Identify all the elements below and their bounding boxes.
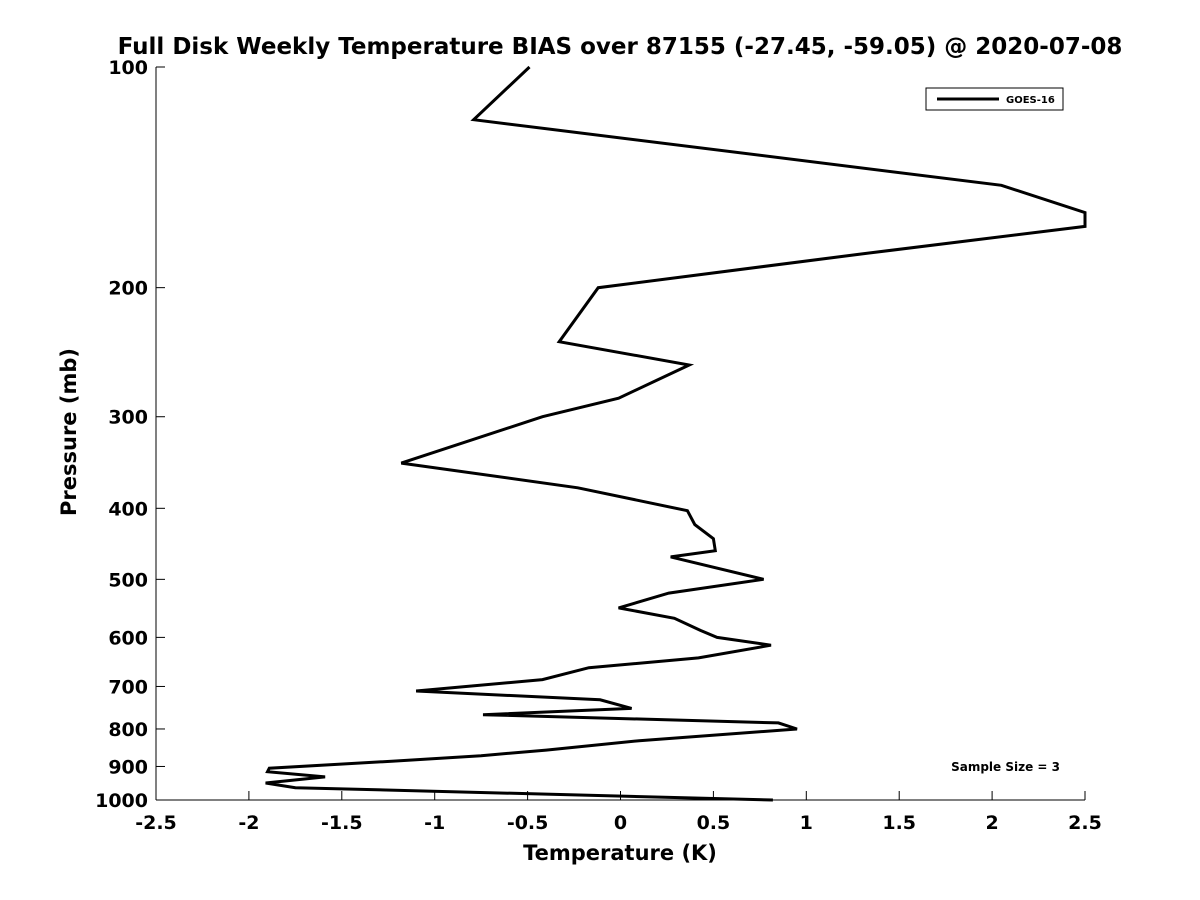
series-line-goes-16	[265, 65, 1087, 802]
x-axis-label: Temperature (K)	[523, 841, 717, 865]
y-tick-label: 500	[108, 569, 148, 591]
series-layer	[265, 65, 1087, 802]
legend: GOES-16	[925, 87, 1064, 111]
y-axis-ticks: 100 200 300 400 500 600 700 800 900 1000	[95, 57, 165, 812]
y-tick-label: 900	[108, 756, 148, 778]
x-tick-label: -2.5	[135, 812, 177, 834]
y-axis-label: Pressure (mb)	[57, 348, 81, 516]
sample-size-annotation: Sample Size = 3	[951, 760, 1060, 774]
x-axis-ticks: -2.5 -2 -1.5 -1 -0.5 0 0.5 1 1.5 2 2.5	[135, 791, 1102, 834]
x-tick-label: -1.5	[321, 812, 363, 834]
chart-title: Full Disk Weekly Temperature BIAS over 8…	[118, 34, 1123, 60]
legend-label-goes-16: GOES-16	[1006, 95, 1055, 106]
y-tick-label: 400	[108, 498, 148, 520]
y-tick-label: 100	[108, 57, 148, 79]
x-tick-label: 2.5	[1068, 812, 1102, 834]
x-tick-label: 1.5	[882, 812, 916, 834]
x-tick-label: -2	[238, 812, 259, 834]
x-tick-label: 0	[614, 812, 627, 834]
y-tick-label: 1000	[95, 790, 148, 812]
x-tick-label: 1	[800, 812, 813, 834]
x-tick-label: 0.5	[697, 812, 731, 834]
y-tick-label: 600	[108, 627, 148, 649]
x-tick-label: -0.5	[507, 812, 549, 834]
y-tick-label: 200	[108, 278, 148, 300]
y-tick-label: 300	[108, 407, 148, 429]
y-tick-label: 700	[108, 676, 148, 698]
x-tick-label: -1	[424, 812, 445, 834]
x-tick-label: 2	[985, 812, 998, 834]
y-tick-label: 800	[108, 719, 148, 741]
